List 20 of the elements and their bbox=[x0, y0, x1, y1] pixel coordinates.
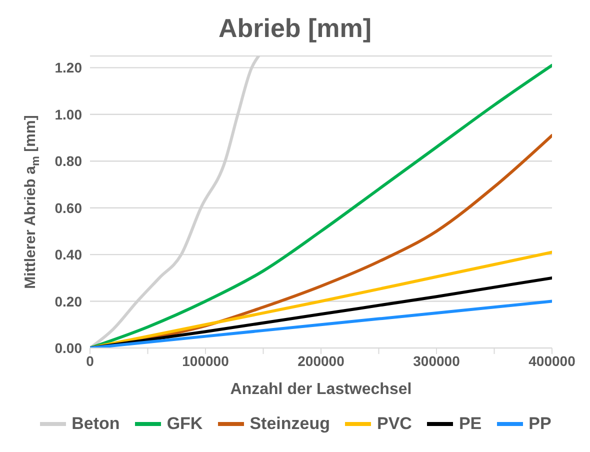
y-tick-label: 1.00 bbox=[54, 106, 82, 122]
y-tick-label: 0.00 bbox=[54, 340, 82, 356]
legend-label: PE bbox=[458, 414, 482, 434]
x-tick-label: 300000 bbox=[413, 352, 460, 369]
legend-label: Steinzeug bbox=[250, 414, 330, 434]
x-axis-title: Anzahl der Lastwechsel bbox=[230, 381, 412, 398]
legend-label: PVC bbox=[377, 414, 412, 434]
y-tick-label: 0.60 bbox=[54, 200, 82, 216]
y-tick-label: 0.40 bbox=[54, 246, 82, 263]
chart-title: Abrieb [mm] bbox=[218, 13, 372, 43]
legend-label: PP bbox=[528, 414, 552, 434]
legend-label: GFK bbox=[166, 414, 203, 434]
x-tick-label: 0 bbox=[86, 352, 94, 369]
x-tick-label: 200000 bbox=[298, 352, 345, 369]
x-tick-label: 400000 bbox=[528, 352, 576, 369]
y-tick-label: 1.20 bbox=[54, 60, 82, 76]
y-tick-label: 0.20 bbox=[54, 293, 82, 310]
legend-label: Beton bbox=[72, 414, 120, 434]
y-tick-label: 0.80 bbox=[54, 153, 82, 170]
x-tick-label: 100000 bbox=[182, 352, 230, 369]
